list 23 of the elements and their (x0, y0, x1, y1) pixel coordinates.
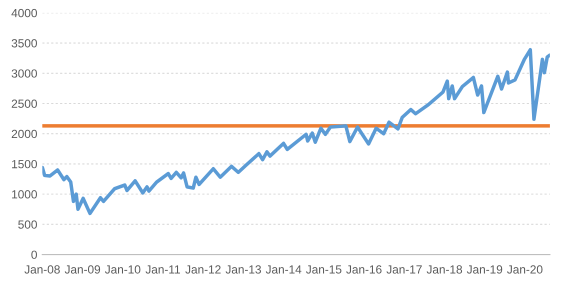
y-tick-label: 500 (18, 220, 37, 229)
y-tick-label: 1000 (12, 190, 37, 199)
x-tick-label: Jan-13 (226, 265, 261, 274)
y-tick-label: 3500 (12, 39, 37, 48)
x-tick-label: Jan-09 (64, 265, 100, 274)
x-tick-label: Jan-16 (346, 265, 382, 274)
x-tick-label: Jan-18 (426, 265, 462, 274)
x-tick-label: Jan-14 (266, 265, 302, 274)
line-series (42, 48, 550, 216)
x-tick-label: Jan-12 (185, 265, 221, 274)
x-tick-label: Jan-15 (306, 265, 342, 274)
y-tick-label: 2500 (12, 100, 37, 108)
x-tick-label: Jan-10 (104, 265, 140, 274)
x-tick-label: Jan-11 (146, 265, 180, 274)
y-tick-label: 0 (31, 250, 37, 259)
x-tick-label: Jan-08 (24, 265, 60, 274)
x-tick-label: Jan-19 (466, 265, 502, 274)
y-tick-label: 1500 (12, 160, 37, 168)
y-tick-label: 3000 (12, 69, 37, 78)
y-tick-label: 2000 (12, 130, 37, 138)
y-tick-label: 4000 (11, 8, 37, 18)
x-tick-label: Jan-17 (386, 265, 422, 274)
x-tick-label: Jan-20 (507, 265, 542, 274)
